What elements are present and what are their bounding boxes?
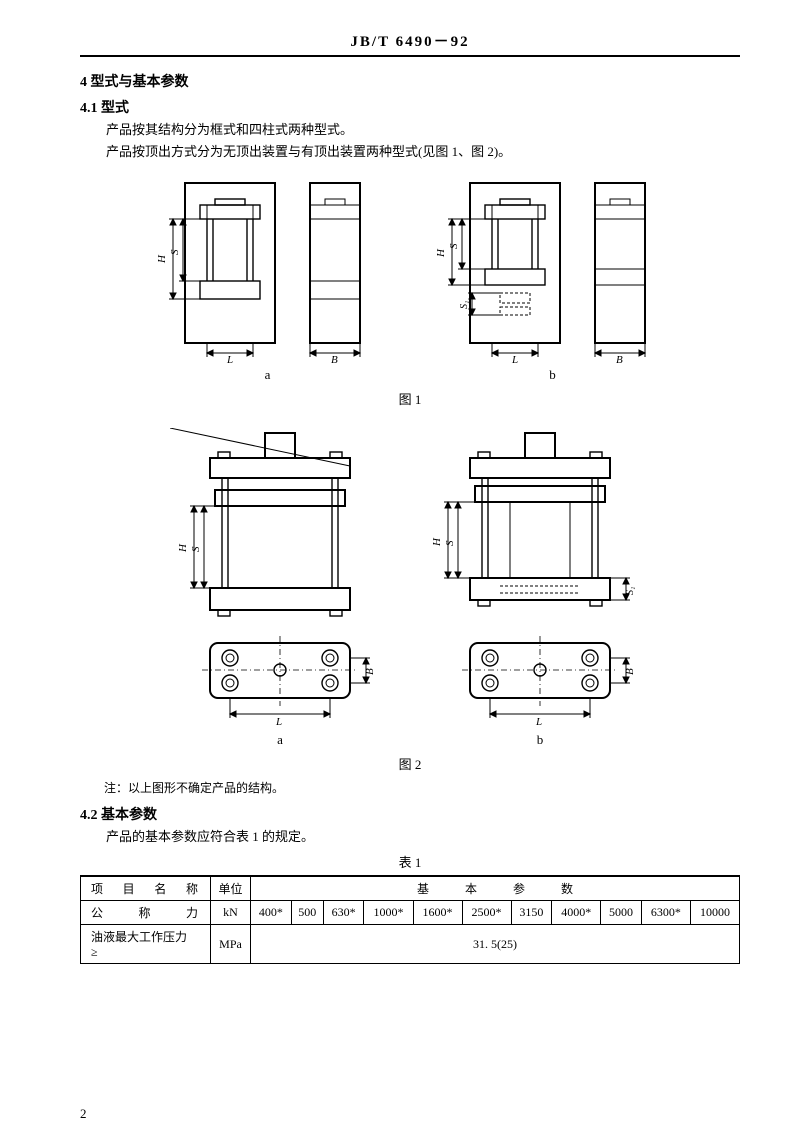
- header-rule: [80, 55, 740, 57]
- figure-2: H S L B a: [80, 428, 740, 773]
- val-5: 2500*: [462, 901, 511, 925]
- fig1a-label: a: [145, 367, 390, 383]
- svg-text:B: B: [364, 668, 376, 675]
- section-4-title: 4 型式与基本参数: [80, 71, 740, 91]
- svg-text:H: H: [431, 537, 443, 547]
- val-0: 400*: [251, 901, 292, 925]
- th-group: 基 本 参 数: [251, 876, 740, 901]
- table-1: 项 目 名 称 单位 基 本 参 数 公 称 力 kN 400* 500 630…: [80, 875, 740, 964]
- svg-text:H: H: [177, 543, 189, 553]
- figure-1a: H S L B a: [145, 173, 390, 383]
- figure-2b: H S S₁ L B b: [430, 428, 650, 748]
- fig2b-label: b: [430, 732, 650, 748]
- val-2: 630*: [323, 901, 364, 925]
- svg-text:H: H: [435, 248, 447, 258]
- unit-pressure: MPa: [211, 925, 251, 964]
- fig2a-label: a: [170, 732, 390, 748]
- svg-text:S: S: [444, 540, 456, 546]
- th-unit: 单位: [211, 876, 251, 901]
- s41-line2: 产品按顶出方式分为无顶出装置与有顶出装置两种型式(见图 1、图 2)。: [80, 141, 740, 163]
- svg-text:L: L: [275, 716, 282, 728]
- figure-2a: H S L B a: [170, 428, 390, 748]
- svg-text:S: S: [190, 546, 202, 552]
- page-number: 2: [80, 1106, 87, 1122]
- fig2-caption: 图 2: [80, 754, 740, 773]
- svg-text:L: L: [226, 354, 233, 363]
- svg-text:B: B: [624, 668, 636, 675]
- svg-text:S₁: S₁: [459, 301, 470, 309]
- svg-text:S: S: [448, 243, 460, 249]
- val-3: 1000*: [364, 901, 413, 925]
- figure-1: H S L B a: [80, 173, 740, 408]
- section-4-2-heading: 4.2 基本参数: [80, 804, 740, 824]
- th-item: 项 目 名 称: [81, 876, 211, 901]
- svg-text:L: L: [535, 716, 542, 728]
- val-7: 4000*: [552, 901, 601, 925]
- row-nominal: 公 称 力: [81, 901, 211, 925]
- val-9: 6300*: [641, 901, 690, 925]
- table1-caption: 表 1: [80, 852, 740, 871]
- page-header: JB/T 6490－92: [80, 30, 740, 55]
- pressure-value: 31. 5(25): [251, 925, 740, 964]
- s41-line1: 产品按其结构分为框式和四柱式两种型式。: [80, 119, 740, 141]
- val-6: 3150: [511, 901, 552, 925]
- svg-text:L: L: [511, 354, 518, 363]
- figure-1b: H S S₁ L B b: [430, 173, 675, 383]
- val-4: 1600*: [413, 901, 462, 925]
- val-8: 5000: [601, 901, 642, 925]
- val-1: 500: [291, 901, 323, 925]
- svg-text:B: B: [616, 354, 623, 363]
- fig1-caption: 图 1: [80, 389, 740, 408]
- section-4-1-heading: 4.1 型式: [80, 97, 740, 117]
- svg-text:H: H: [156, 254, 168, 264]
- row-pressure: 油液最大工作压力 ≥: [81, 925, 211, 964]
- svg-text:S: S: [169, 249, 181, 255]
- unit-nominal: kN: [211, 901, 251, 925]
- figure-note: 注：以上图形不确定产品的结构。: [80, 779, 740, 798]
- val-10: 10000: [690, 901, 739, 925]
- svg-text:B: B: [331, 354, 338, 363]
- s42-line1: 产品的基本参数应符合表 1 的规定。: [80, 826, 740, 848]
- svg-text:S₁: S₁: [625, 587, 636, 595]
- fig1b-label: b: [430, 367, 675, 383]
